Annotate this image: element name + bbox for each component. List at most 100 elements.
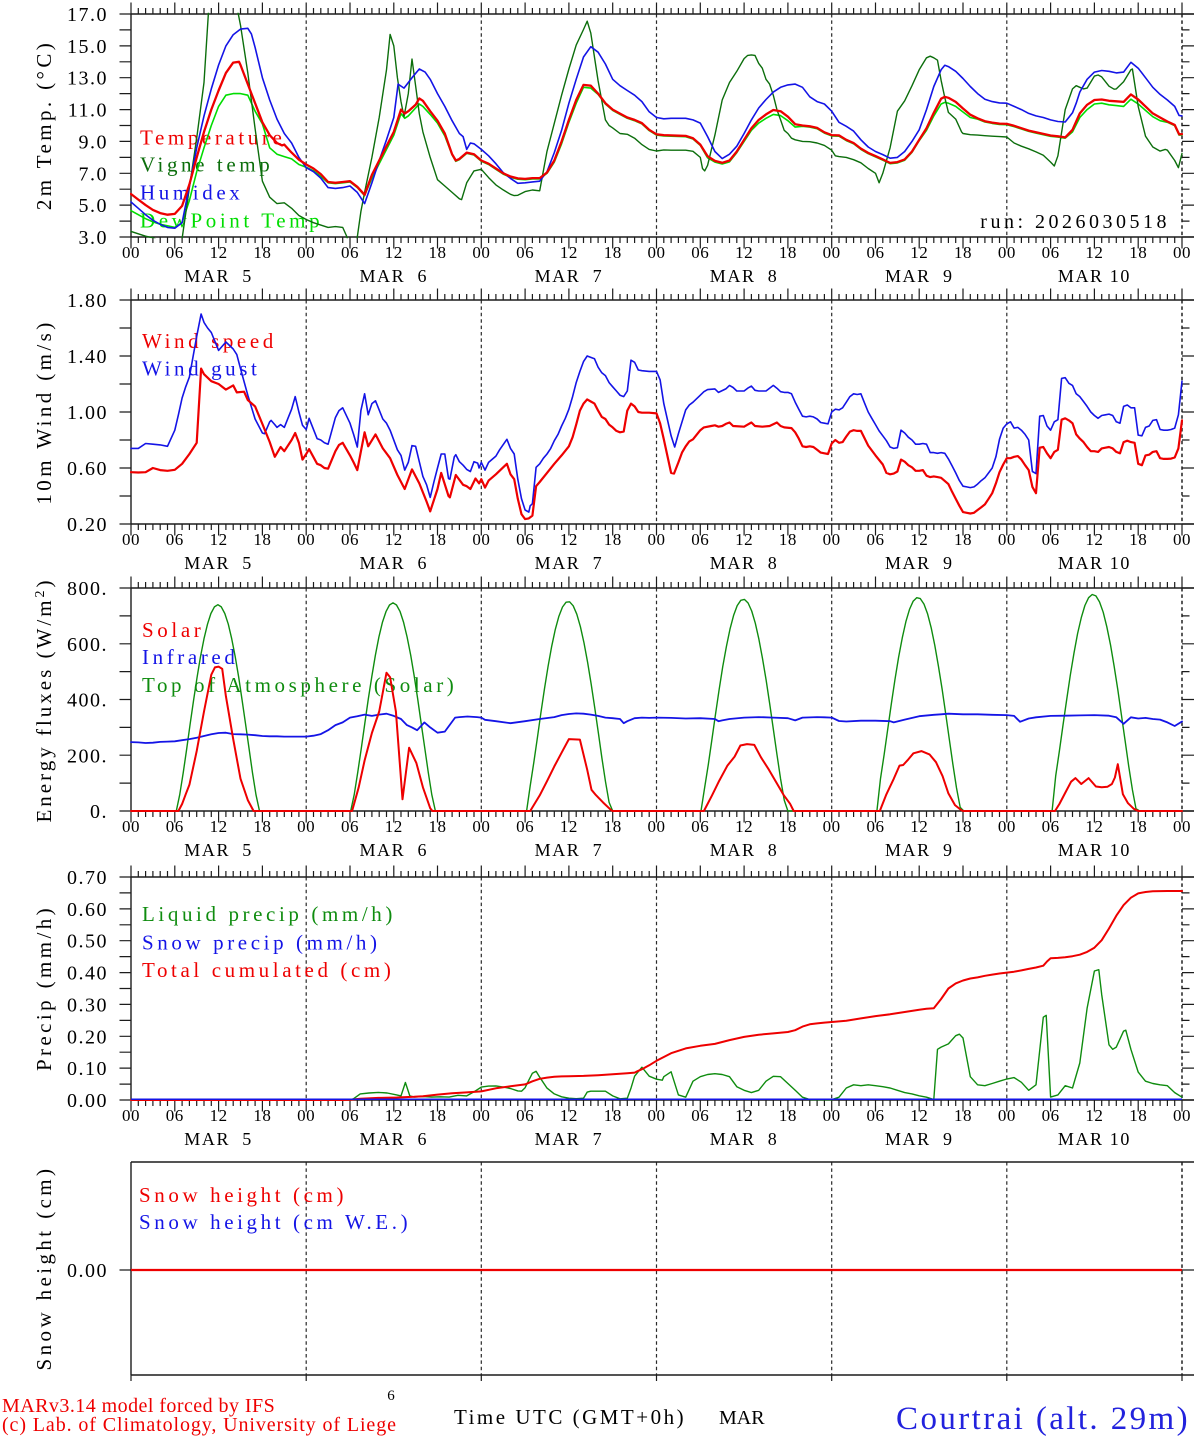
svg-text:06: 06 xyxy=(516,243,534,262)
svg-text:Vigne temp: Vigne temp xyxy=(140,153,273,177)
svg-text:18: 18 xyxy=(954,1106,972,1125)
svg-text:00: 00 xyxy=(297,1106,315,1125)
svg-text:18: 18 xyxy=(1129,817,1147,836)
svg-text:MARv3.14 model forced by IFS: MARv3.14 model forced by IFS xyxy=(2,1395,275,1417)
svg-text:11.0: 11.0 xyxy=(68,100,108,122)
svg-text:Time UTC (GMT+0h): Time UTC (GMT+0h) xyxy=(454,1405,686,1429)
svg-text:12: 12 xyxy=(560,530,578,549)
svg-text:MAR 6: MAR 6 xyxy=(359,840,428,860)
svg-text:06: 06 xyxy=(1042,530,1060,549)
svg-text:00: 00 xyxy=(122,817,140,836)
svg-text:00: 00 xyxy=(823,817,841,836)
svg-text:MAR 8: MAR 8 xyxy=(710,840,779,860)
svg-text:00: 00 xyxy=(472,1106,490,1125)
svg-text:06: 06 xyxy=(866,1106,884,1125)
svg-text:1.40: 1.40 xyxy=(67,346,108,368)
svg-text:18: 18 xyxy=(604,817,622,836)
svg-text:MAR 9: MAR 9 xyxy=(885,266,954,286)
svg-text:6: 6 xyxy=(387,1388,395,1404)
svg-text:0.40: 0.40 xyxy=(67,963,108,985)
svg-text:06: 06 xyxy=(166,817,184,836)
svg-text:MAR 10: MAR 10 xyxy=(1058,266,1131,286)
svg-text:MAR 5: MAR 5 xyxy=(184,1129,253,1149)
svg-text:12: 12 xyxy=(735,243,753,262)
svg-text:MAR 9: MAR 9 xyxy=(885,1129,954,1149)
svg-text:12: 12 xyxy=(910,243,928,262)
svg-text:00: 00 xyxy=(472,530,490,549)
svg-text:12: 12 xyxy=(1085,530,1103,549)
svg-text:MAR 8: MAR 8 xyxy=(710,266,779,286)
svg-text:18: 18 xyxy=(604,1106,622,1125)
svg-text:00: 00 xyxy=(122,243,140,262)
svg-text:18: 18 xyxy=(253,243,271,262)
svg-text:06: 06 xyxy=(691,243,709,262)
svg-text:Snow height (cm): Snow height (cm) xyxy=(32,1166,56,1371)
svg-text:12: 12 xyxy=(735,530,753,549)
svg-text:0.30: 0.30 xyxy=(67,994,108,1016)
svg-text:00: 00 xyxy=(823,530,841,549)
svg-text:12: 12 xyxy=(385,243,403,262)
svg-text:18: 18 xyxy=(779,243,797,262)
svg-text:MAR 7: MAR 7 xyxy=(535,266,604,286)
svg-text:18: 18 xyxy=(604,530,622,549)
svg-text:00: 00 xyxy=(297,817,315,836)
svg-text:7.0: 7.0 xyxy=(79,163,109,185)
svg-text:18: 18 xyxy=(1129,530,1147,549)
svg-text:10m Wind (m/s): 10m Wind (m/s) xyxy=(32,319,56,504)
svg-text:0.60: 0.60 xyxy=(67,899,108,921)
svg-text:12: 12 xyxy=(385,1106,403,1125)
svg-text:MAR 8: MAR 8 xyxy=(710,553,779,573)
svg-text:18: 18 xyxy=(429,243,447,262)
svg-text:Wind speed: Wind speed xyxy=(142,329,277,353)
svg-text:12: 12 xyxy=(210,817,228,836)
svg-text:2m Temp. (°C): 2m Temp. (°C) xyxy=(32,40,56,210)
svg-text:06: 06 xyxy=(691,1106,709,1125)
svg-text:00: 00 xyxy=(297,530,315,549)
svg-text:00: 00 xyxy=(122,530,140,549)
svg-text:06: 06 xyxy=(866,243,884,262)
svg-text:06: 06 xyxy=(866,530,884,549)
svg-text:3.0: 3.0 xyxy=(79,227,109,249)
svg-text:Solar: Solar xyxy=(142,618,204,642)
svg-text:18: 18 xyxy=(253,530,271,549)
svg-text:MAR 6: MAR 6 xyxy=(359,1129,428,1149)
svg-text:(c) Lab. of Climatology, Unive: (c) Lab. of Climatology, University of L… xyxy=(2,1414,397,1436)
svg-text:0.60: 0.60 xyxy=(67,458,108,480)
svg-text:5.0: 5.0 xyxy=(79,195,109,217)
svg-text:12: 12 xyxy=(1085,1106,1103,1125)
svg-text:12: 12 xyxy=(560,243,578,262)
svg-text:12: 12 xyxy=(385,530,403,549)
svg-text:18: 18 xyxy=(253,817,271,836)
svg-text:12: 12 xyxy=(910,1106,928,1125)
svg-text:18: 18 xyxy=(604,243,622,262)
svg-text:06: 06 xyxy=(166,1106,184,1125)
svg-text:06: 06 xyxy=(341,1106,359,1125)
svg-text:0.20: 0.20 xyxy=(67,514,108,536)
svg-text:0.00: 0.00 xyxy=(67,1260,108,1282)
svg-text:18: 18 xyxy=(779,530,797,549)
svg-text:00: 00 xyxy=(1173,243,1191,262)
svg-text:12: 12 xyxy=(385,817,403,836)
svg-text:18: 18 xyxy=(429,530,447,549)
svg-text:Snow height (cm W.E.): Snow height (cm W.E.) xyxy=(139,1210,411,1234)
svg-text:00: 00 xyxy=(998,243,1016,262)
svg-text:12: 12 xyxy=(735,817,753,836)
svg-text:00: 00 xyxy=(1173,817,1191,836)
svg-text:0.00: 0.00 xyxy=(67,1090,108,1112)
svg-text:MAR 5: MAR 5 xyxy=(184,553,253,573)
svg-text:MAR 5: MAR 5 xyxy=(184,840,253,860)
svg-text:0.10: 0.10 xyxy=(67,1058,108,1080)
svg-text:MAR: MAR xyxy=(719,1407,765,1429)
svg-text:06: 06 xyxy=(166,243,184,262)
svg-text:Precip (mm/h): Precip (mm/h) xyxy=(32,905,56,1071)
svg-text:00: 00 xyxy=(998,1106,1016,1125)
svg-text:MAR 8: MAR 8 xyxy=(710,1129,779,1149)
svg-text:18: 18 xyxy=(1129,243,1147,262)
svg-text:00: 00 xyxy=(648,1106,666,1125)
svg-text:06: 06 xyxy=(341,243,359,262)
svg-text:00: 00 xyxy=(998,530,1016,549)
svg-text:12: 12 xyxy=(210,1106,228,1125)
svg-text:1.00: 1.00 xyxy=(67,402,108,424)
svg-text:Top of Atmosphere (Solar): Top of Atmosphere (Solar) xyxy=(142,673,457,697)
svg-text:12: 12 xyxy=(560,1106,578,1125)
